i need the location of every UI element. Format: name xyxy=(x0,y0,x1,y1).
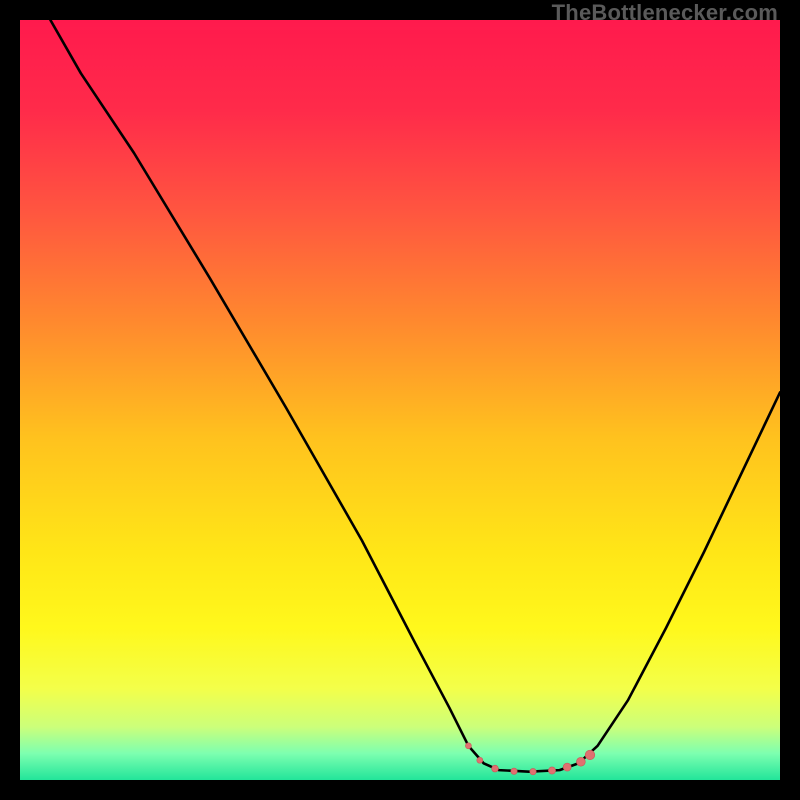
curve-marker xyxy=(585,750,595,760)
plot-area xyxy=(20,20,780,780)
curve-marker xyxy=(465,743,471,749)
curve-marker xyxy=(530,768,536,774)
curve-marker xyxy=(548,767,555,774)
curve-marker xyxy=(576,757,585,766)
chart-frame: TheBottlenecker.com xyxy=(0,0,800,800)
curve-marker xyxy=(477,757,483,763)
chart-svg xyxy=(20,20,780,780)
curve-marker xyxy=(563,763,571,771)
curve-marker xyxy=(511,768,517,774)
curve-marker xyxy=(492,765,499,772)
gradient-background xyxy=(20,20,780,780)
watermark-text: TheBottlenecker.com xyxy=(552,0,778,26)
